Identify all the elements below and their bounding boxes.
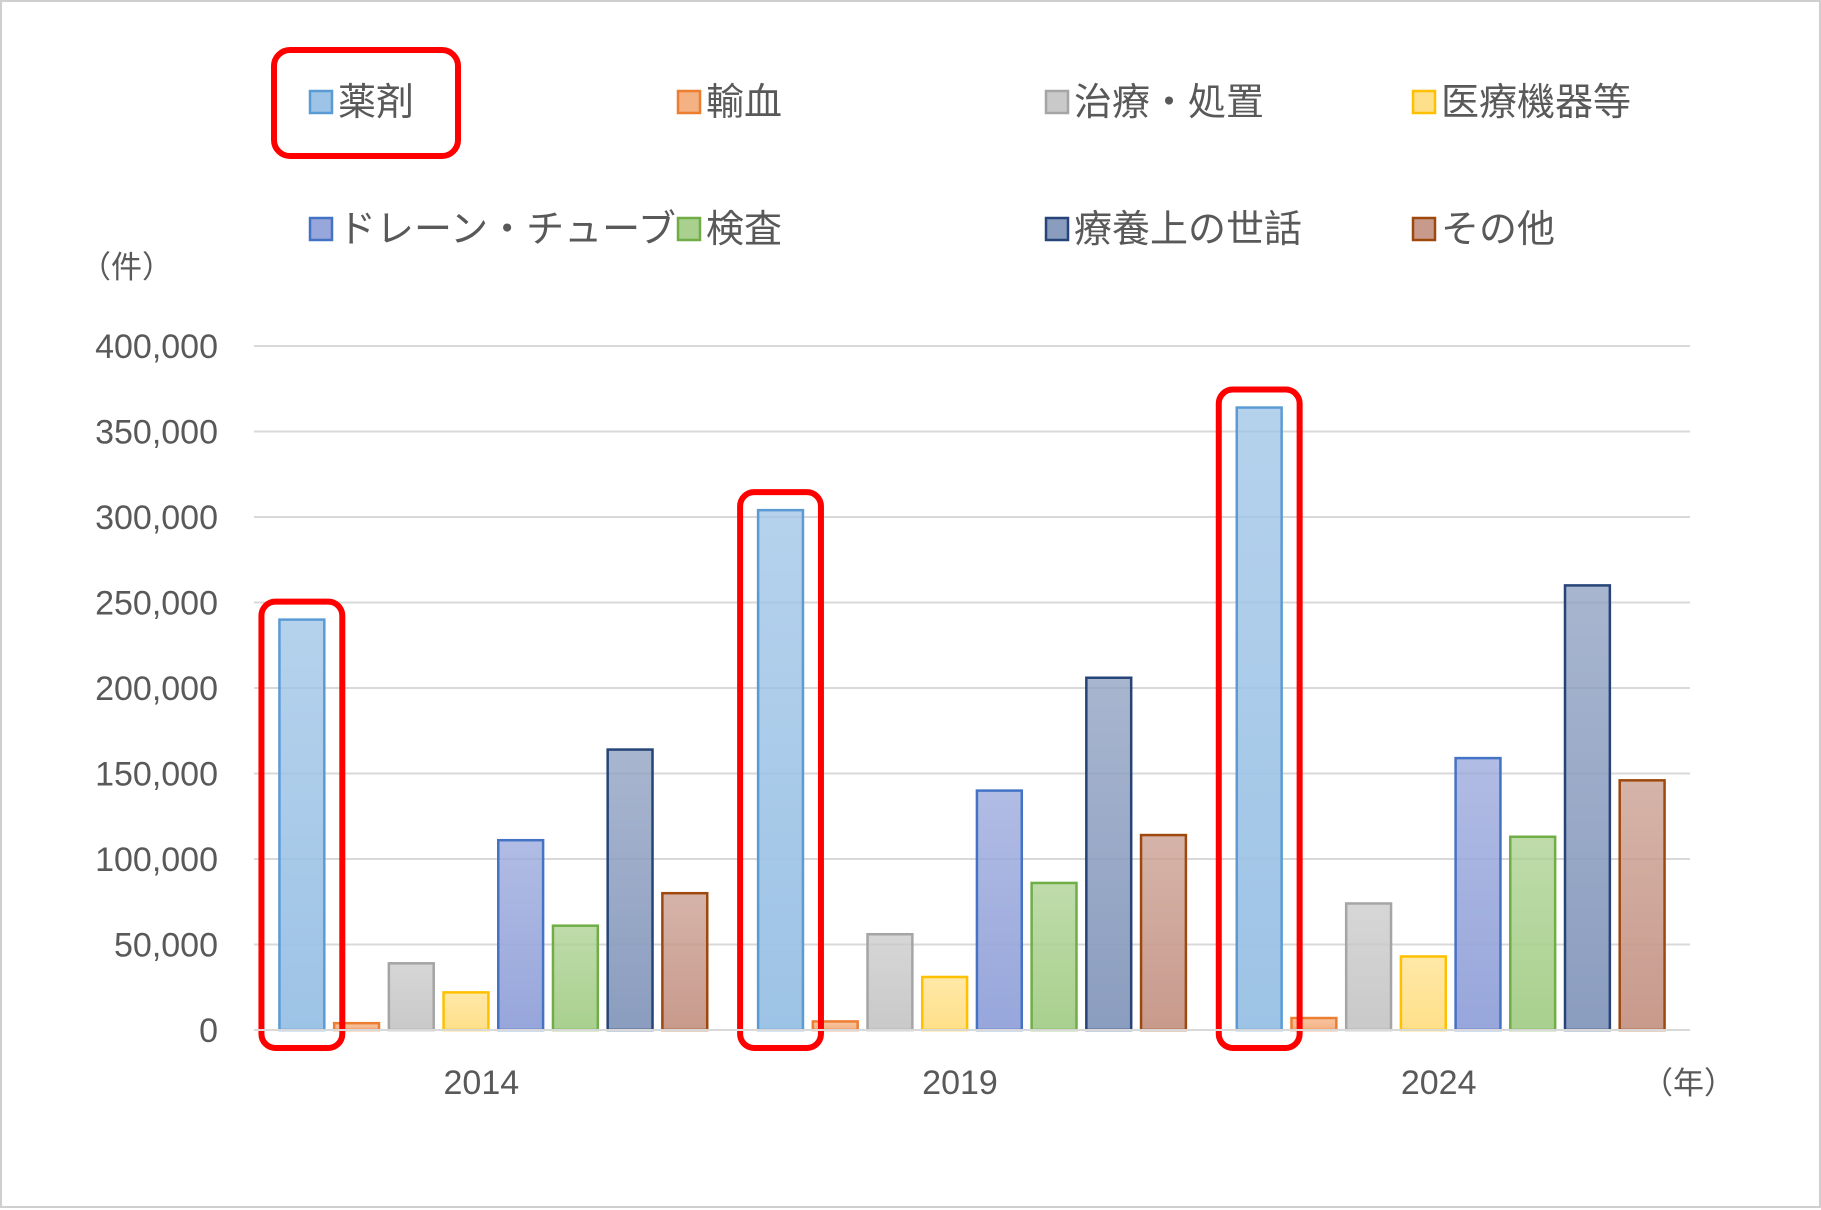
legend-label: ドレーン・チューブ: [338, 207, 676, 251]
legend-swatch: [676, 216, 702, 242]
legend-swatch: [1411, 89, 1437, 115]
bar-ドレーン・チューブ-2024: [1454, 756, 1502, 1032]
legend-label: 療養上の世話: [1074, 207, 1302, 251]
y-tick-label: 50,000: [114, 927, 218, 965]
bar-薬剤-2014: [278, 618, 326, 1032]
legend-label: その他: [1441, 207, 1555, 251]
legend-swatch: [1044, 89, 1070, 115]
bar-療養上の世話-2024: [1563, 584, 1612, 1032]
x-axis-unit-label: （年）: [1642, 1066, 1735, 1102]
highlight-box-2014: [258, 598, 346, 1051]
legend-swatch: [1044, 216, 1070, 242]
bar-医療機器等-2019: [920, 975, 969, 1032]
legend-label: 検査: [706, 207, 782, 251]
legend-swatch: [308, 89, 334, 115]
bar-その他-2014: [661, 891, 709, 1032]
legend-label: 医療機器等: [1441, 80, 1631, 124]
bars: [278, 406, 1666, 1032]
gridlines: [254, 345, 1690, 946]
y-axis-unit-label: （件）: [80, 250, 173, 286]
y-tick-label: 100,000: [95, 841, 218, 879]
x-tick-label: 2019: [922, 1064, 998, 1102]
bar-検査-2019: [1030, 881, 1078, 1032]
y-tick-label: 0: [199, 1012, 218, 1050]
bar-療養上の世話-2019: [1085, 676, 1133, 1032]
bar-その他-2019: [1139, 833, 1188, 1032]
legend-label: 輸血: [706, 80, 782, 124]
bar-薬剤-2019: [756, 508, 805, 1032]
legend-swatch: [308, 216, 334, 242]
bar-検査-2014: [551, 924, 600, 1032]
bar-医療機器等-2014: [442, 991, 490, 1032]
bar-医療機器等-2024: [1399, 955, 1447, 1032]
bar-治療・処置-2019: [866, 932, 914, 1032]
axes: 0 50,000 100,000 150,000 200,000 250,000 300,0…: [95, 328, 1690, 1102]
highlight-box-2024: [1215, 386, 1303, 1051]
x-tick-label: 2024: [1401, 1064, 1477, 1102]
highlight-boxes: [258, 386, 1303, 1052]
bar-その他-2024: [1618, 779, 1666, 1032]
bar-薬剤-2024: [1235, 406, 1283, 1032]
legend-swatch: [676, 89, 702, 115]
bar-ドレーン・チューブ-2014: [497, 838, 545, 1032]
legend-swatch: [1411, 216, 1437, 242]
bar-検査-2024: [1509, 835, 1557, 1032]
bar-治療・処置-2014: [387, 962, 435, 1032]
y-tick-label: 200,000: [95, 670, 218, 708]
y-tick-label: 300,000: [95, 499, 218, 537]
bar-治療・処置-2024: [1344, 902, 1393, 1032]
legend-label: 薬剤: [338, 80, 414, 124]
bar-療養上の世話-2014: [606, 748, 654, 1032]
x-tick-label: 2014: [444, 1064, 520, 1102]
y-tick-label: 250,000: [95, 585, 218, 623]
legend-highlight-box: [271, 47, 461, 159]
legend-label: 治療・処置: [1074, 80, 1264, 124]
bar-ドレーン・チューブ-2019: [975, 789, 1024, 1032]
y-tick-label: 150,000: [95, 756, 218, 794]
y-tick-label: 350,000: [95, 414, 218, 452]
highlight-box-2019: [737, 489, 824, 1052]
y-tick-label: 400,000: [95, 328, 218, 366]
